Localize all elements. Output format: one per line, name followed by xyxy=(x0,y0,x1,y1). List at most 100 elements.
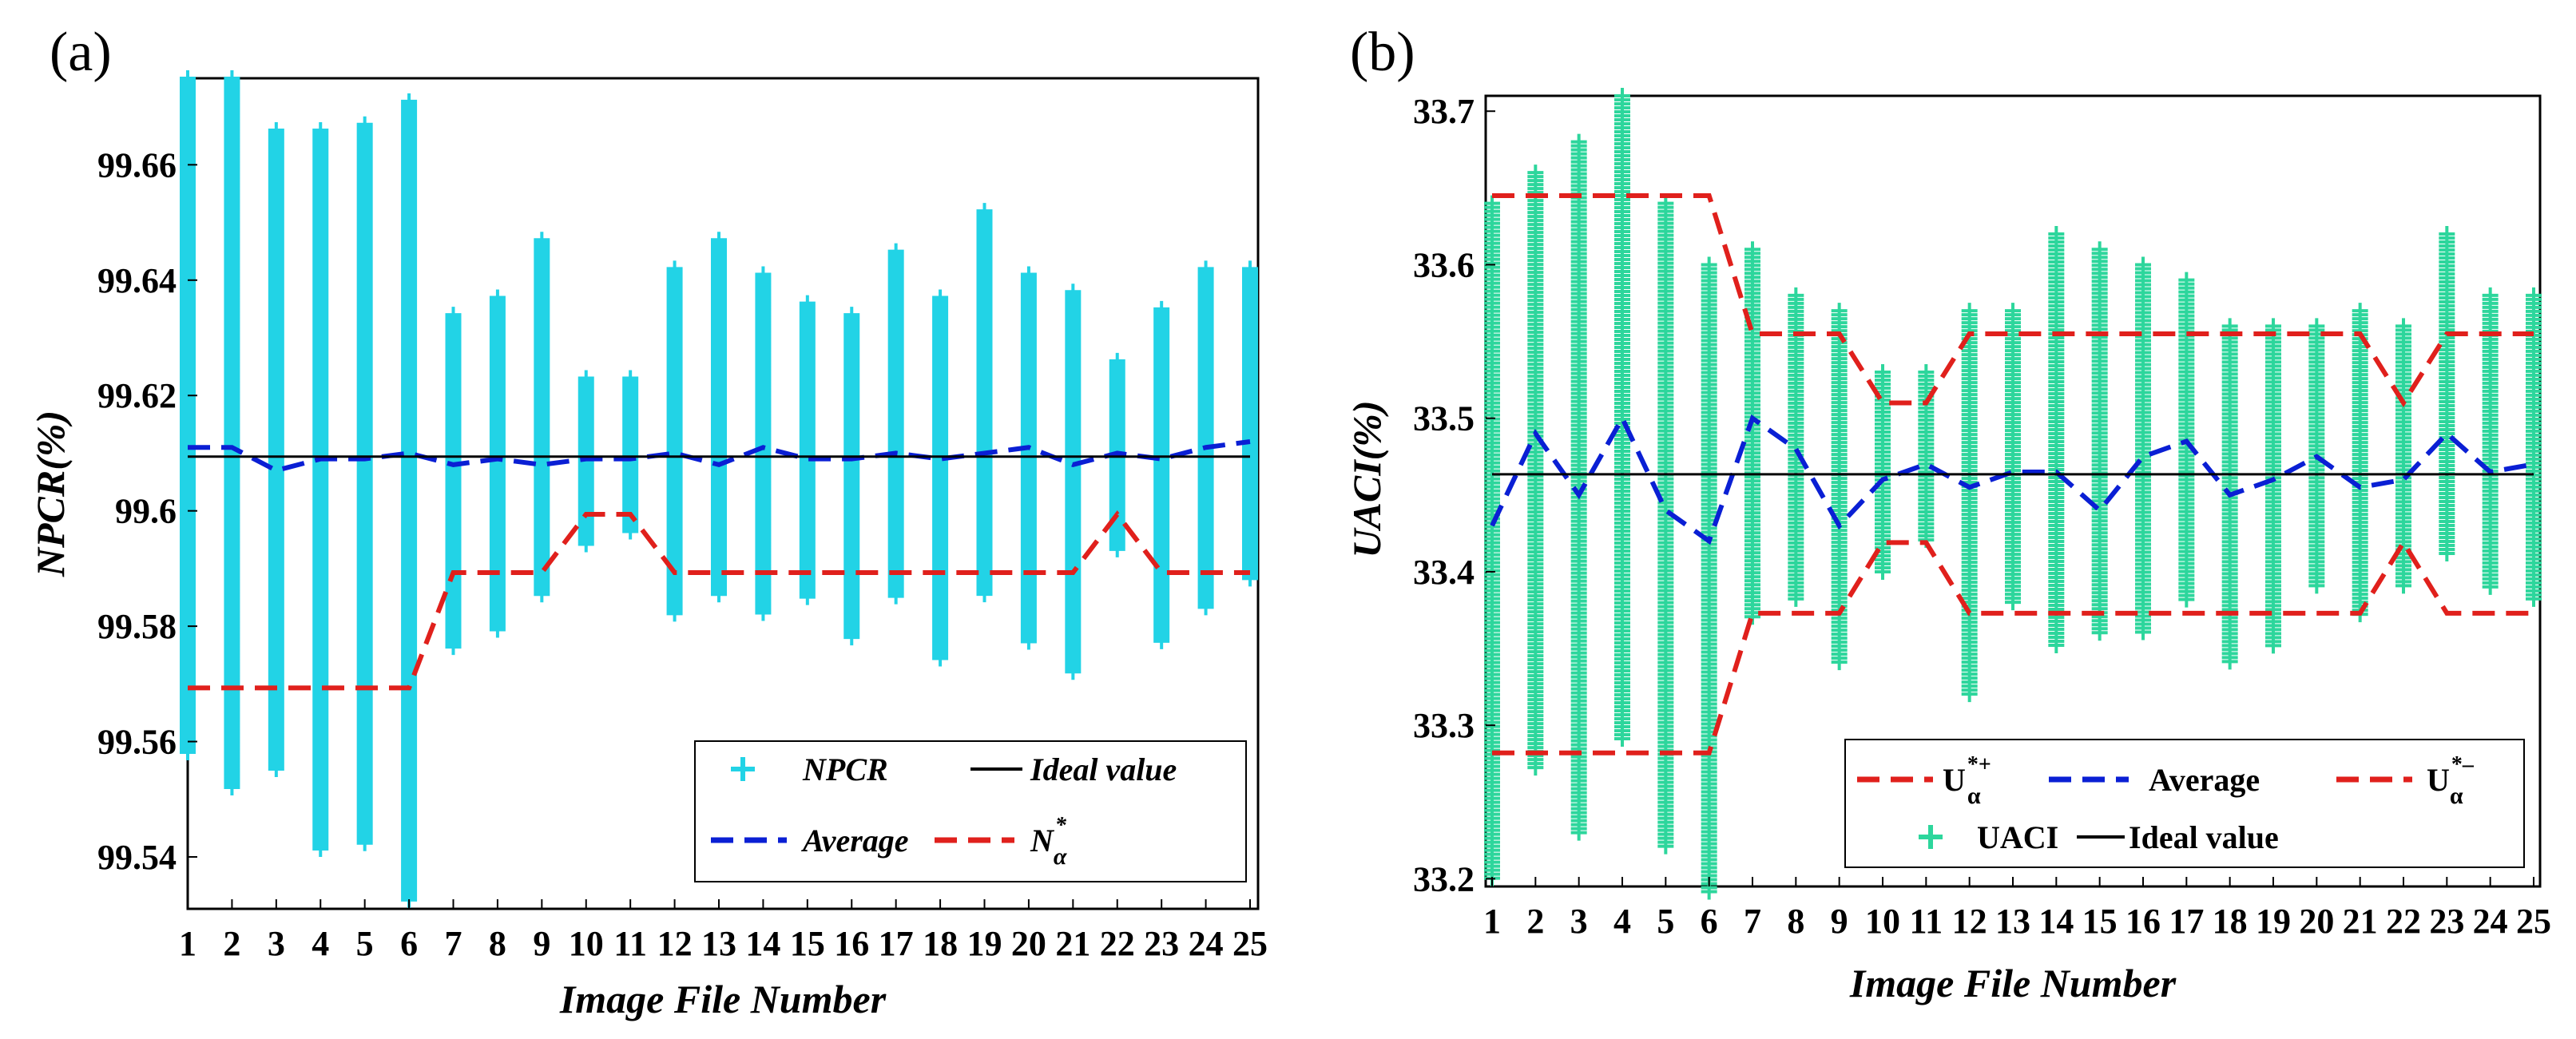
panel-a-scatter-points xyxy=(799,295,816,605)
panel-b-scatter-points xyxy=(2439,226,2455,562)
panel-a-scatter-points xyxy=(578,370,594,553)
panel-a-scatter-points xyxy=(1109,352,1125,557)
panel-b-scatter-points xyxy=(1657,195,1674,855)
panel-b-scatter-points xyxy=(1918,364,1935,549)
panel-a-y-tick-label: 99.56 xyxy=(97,723,177,762)
panel-a-npcr-chart: (a) 1 2 3 4 5 6 7 8 9 10 11 12 13 14 15 16 17 18 19 20 21 22 2… xyxy=(28,22,1268,1021)
panel-a-x-tick-label: 7 xyxy=(445,924,462,963)
panel-a-scatter-column xyxy=(312,122,329,857)
panel-b-x-tick-label: 1 xyxy=(1483,902,1501,941)
panel-a-scatter-points xyxy=(180,70,196,760)
panel-a-x-tick-label: 4 xyxy=(312,924,329,963)
panel-b-scatter-column xyxy=(1657,195,1674,855)
panel-b-scatter-points xyxy=(2178,272,2195,608)
panel-a-x-tick-label: 2 xyxy=(223,924,240,963)
panel-b-x-tick-label: 11 xyxy=(1910,902,1943,941)
panel-b-scatter-points xyxy=(2135,256,2151,640)
panel-a-x-tick-label: 13 xyxy=(701,924,736,963)
panel-b-series-line-average xyxy=(1490,413,2534,545)
panel-a-legend: NPCR Ideal value Average N* α xyxy=(694,740,1247,882)
panel-b-scatter-column xyxy=(1788,287,1804,607)
panel-a-scatter-column xyxy=(224,70,240,795)
panel-a-x-tick-label: 14 xyxy=(745,924,780,963)
panel-a-scatter-column xyxy=(1197,260,1214,616)
panel-a-x-tick-label: 3 xyxy=(268,924,285,963)
panel-a-x-tick-label: 21 xyxy=(1055,924,1090,963)
panel-a-scatter-points xyxy=(1020,266,1037,650)
panel-b-scatter-points xyxy=(2352,303,2368,623)
panel-a-scatter-points xyxy=(1242,260,1258,587)
panel-b-scatter-points xyxy=(1875,364,1891,581)
panel-a-scatter-column xyxy=(1020,266,1037,650)
panel-a-y-tick-label: 99.6 xyxy=(115,492,177,531)
panel-b-x-tick-label: 21 xyxy=(2343,902,2378,941)
panel-b-x-tick-label: 4 xyxy=(1613,902,1631,941)
panel-a-scatter-column xyxy=(578,370,594,553)
panel-b-x-tick-label: 16 xyxy=(2125,902,2161,941)
panel-a-scatter-column xyxy=(1242,260,1258,587)
panel-b-x-tick-label: 17 xyxy=(2169,902,2204,941)
panel-a-scatter-column xyxy=(887,243,904,605)
panel-b-scatter-column xyxy=(2439,226,2455,562)
panel-a-y-axis-title: NPCR(%) xyxy=(28,410,73,577)
panel-a-scatter-points xyxy=(1153,300,1170,649)
panel-b-uaci-chart: (b) 1 2 3 4 5 6 7 8 9 10 11 12 13 14 15 16 17 18 19 20 21 22 2… xyxy=(1344,22,2551,1005)
panel-b-x-tick-label: 5 xyxy=(1657,902,1674,941)
panel-b-x-tick-label: 12 xyxy=(1952,902,1987,941)
panel-a-x-tick-label: 9 xyxy=(533,924,550,963)
panel-b-scatter-column xyxy=(2526,287,2542,607)
panel-a-legend-box xyxy=(694,740,1247,882)
panel-a-scatter-points xyxy=(1197,260,1214,616)
panel-b-scatter-points xyxy=(1570,133,1587,841)
panel-a-scatter-column xyxy=(489,289,506,638)
panel-b-y-tick-label: 33.2 xyxy=(1413,859,1475,898)
panel-b-x-tick-label: 25 xyxy=(2516,902,2551,941)
panel-b-y-tick-label: 33.3 xyxy=(1413,706,1475,745)
panel-a-scatter-column xyxy=(976,203,993,603)
panel-b-x-tick-label: 9 xyxy=(1831,902,1848,941)
panel-b-scatter-column xyxy=(1484,195,1500,886)
panel-b-legend-box xyxy=(1844,739,2525,868)
panel-b-scatter-column xyxy=(2091,241,2108,641)
panel-a-scatter-points xyxy=(1065,284,1082,680)
panel-a-x-tick-label: 18 xyxy=(923,924,958,963)
panel-a-scatter-column xyxy=(445,307,462,656)
panel-a-scatter-column xyxy=(666,260,683,622)
panel-a-x-axis-title: Image File Number xyxy=(559,977,887,1021)
panel-b-x-tick-label: 8 xyxy=(1787,902,1804,941)
panel-a-x-tick-label: 5 xyxy=(356,924,374,963)
panel-b-scatter-points xyxy=(1961,303,1978,703)
panel-a-scatter-points xyxy=(224,70,240,795)
panel-b-x-tick-label: 15 xyxy=(2082,902,2118,941)
panel-b-scatter-column xyxy=(2482,287,2499,595)
panel-b-legend-lower-label: U*– α xyxy=(2427,752,2475,809)
panel-a-y-tick-label: 99.66 xyxy=(97,145,177,184)
panel-b-scatter-points xyxy=(2091,241,2108,641)
panel-a-legend-average-label: Average xyxy=(800,823,909,859)
panel-a-x-tick-label: 19 xyxy=(967,924,1002,963)
panel-b-scatter-points xyxy=(2395,318,2411,594)
panel-a-scatter-points xyxy=(356,116,373,851)
panel-b-scatter-column xyxy=(2395,318,2411,594)
panel-b-x-tick-label: 3 xyxy=(1570,902,1588,941)
panel-b-x-tick-label: 23 xyxy=(2429,902,2464,941)
panel-a-legend-threshold-label: N* α xyxy=(1030,813,1067,870)
panel-a-scatter-points xyxy=(932,289,949,667)
panel-b-ticks: 1 2 3 4 5 6 7 8 9 10 11 12 13 14 15 16 17 18 19 20 21 22 23 24 2… xyxy=(1413,92,2551,941)
panel-b-x-tick-label: 19 xyxy=(2256,902,2291,941)
panel-b-marks xyxy=(1484,88,2542,900)
panel-b-y-tick-label: 33.6 xyxy=(1413,245,1475,284)
panel-b-scatter-column xyxy=(1570,133,1587,841)
panel-b-scatter-column xyxy=(1831,303,1848,671)
panel-b-scatter-column xyxy=(2135,256,2151,640)
panel-b-legend-upper-label: U*+ α xyxy=(1943,752,1991,809)
panel-b-x-tick-label: 18 xyxy=(2213,902,2248,941)
panel-a-scatter-points xyxy=(666,260,683,622)
panel-a-scatter-column xyxy=(401,93,418,908)
panel-a-y-tick-label: 99.54 xyxy=(97,838,177,877)
panel-a-x-tick-label: 22 xyxy=(1100,924,1135,963)
panel-a-scatter-column xyxy=(799,295,816,605)
panel-b-scatter-points xyxy=(2048,226,2065,654)
panel-a-scatter-points xyxy=(755,266,772,621)
panel-a-x-tick-label: 1 xyxy=(179,924,196,963)
